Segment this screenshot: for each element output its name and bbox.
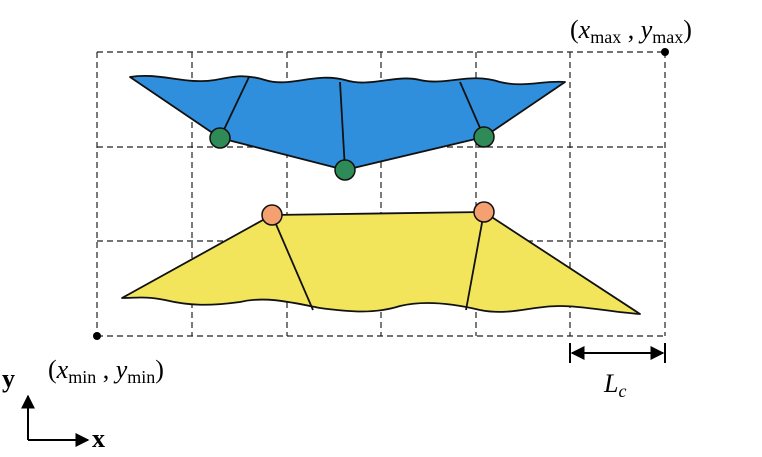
min-corner-label: (xmin , ymin): [48, 355, 164, 387]
label-part: x: [56, 355, 69, 384]
axis-y-label: y: [2, 364, 15, 393]
axis-x-label: x: [92, 424, 105, 453]
cell-size-arrow: [569, 343, 666, 363]
label-part: min: [127, 367, 155, 387]
label-part: max: [652, 27, 683, 47]
cell-size-label: Lc: [603, 369, 626, 401]
max-corner-label: (xmax , ymax): [570, 15, 692, 47]
min-corner-dot: [93, 332, 101, 340]
axes-arrows: [21, 394, 90, 447]
label-part: ,: [621, 15, 641, 44]
label-part: y: [113, 355, 128, 384]
label-part: min: [68, 367, 96, 387]
label-part: ): [155, 355, 164, 384]
label-part: (: [48, 355, 57, 384]
label-part: (: [570, 15, 579, 44]
label-part: L: [603, 369, 618, 398]
label-part: ,: [96, 355, 116, 384]
blue-body: [129, 74, 566, 181]
label-part: c: [618, 381, 626, 401]
label-part: y: [638, 15, 653, 44]
label-part: x: [578, 15, 591, 44]
label-part: ): [683, 15, 692, 44]
max-corner-dot: [661, 48, 669, 56]
label-part: y: [2, 364, 15, 393]
label-part: x: [92, 424, 105, 453]
yellow-body: [121, 201, 641, 315]
label-part: max: [590, 27, 621, 47]
